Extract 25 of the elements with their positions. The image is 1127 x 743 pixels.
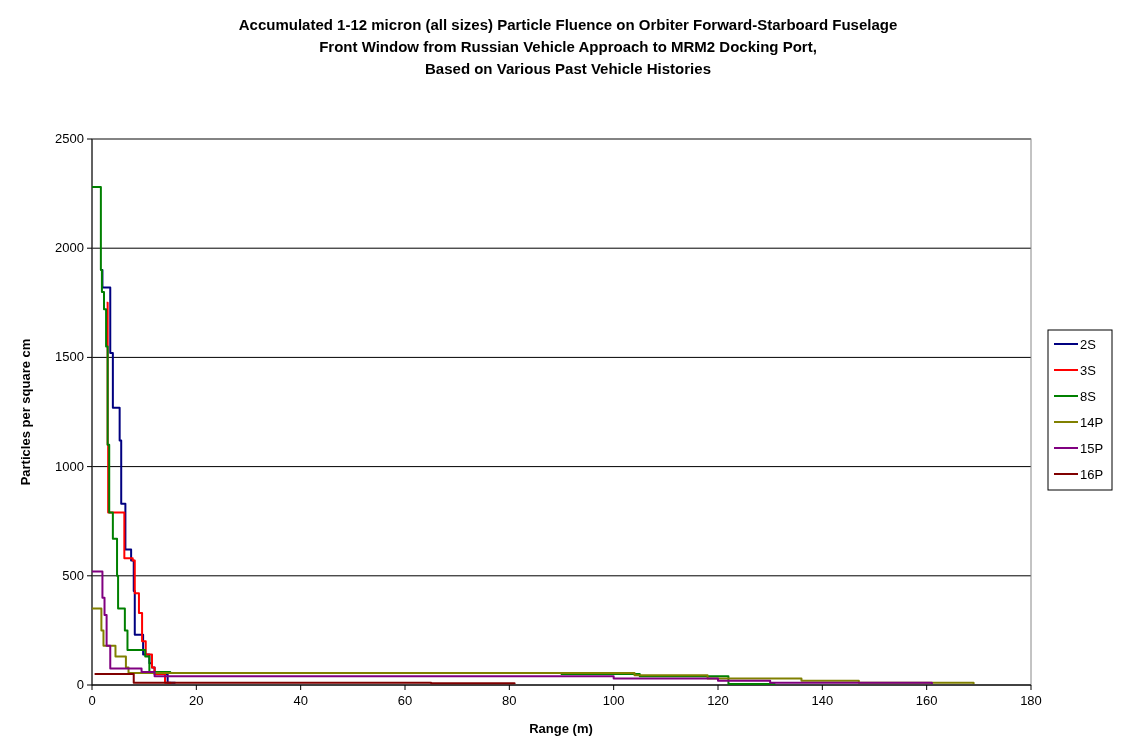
y-tick-label: 2000 xyxy=(55,240,84,256)
legend-label: 14P xyxy=(1080,415,1104,430)
x-tick-label: 0 xyxy=(88,693,96,708)
y-tick-label: 2500 xyxy=(55,131,84,146)
x-tick-label: 160 xyxy=(915,693,938,708)
chart-title: Accumulated 1-12 micron (all sizes) Particle Fluence on Orbiter Forward-Starboard Fuselage Front Window from Russian Vehicle Approach to MRM2 Docking Port, Based on Various Past Vehicle Histories xyxy=(238,16,898,77)
x-tick-label: 100 xyxy=(602,693,625,708)
x-axis-title: Range (m) xyxy=(529,721,593,736)
y-tick-label: 0 xyxy=(76,677,84,692)
legend-label: 2S xyxy=(1080,337,1097,352)
legend-label: 15P xyxy=(1080,441,1104,456)
x-tick-label: 180 xyxy=(1020,693,1042,708)
legend-label: 3S xyxy=(1080,363,1097,378)
y-tick-label: 1500 xyxy=(55,349,84,365)
y-tick-label: 1000 xyxy=(55,458,84,474)
x-tick-label: 140 xyxy=(811,693,834,708)
legend-label: 8S xyxy=(1080,389,1097,404)
x-tick-label: 120 xyxy=(707,693,729,708)
x-tick-label: 60 xyxy=(397,693,413,708)
y-tick-label: 500 xyxy=(62,567,84,583)
legend-label: 16P xyxy=(1080,467,1104,482)
x-tick-label: 20 xyxy=(189,693,204,708)
y-axis-title: Particles per square cm xyxy=(18,338,33,486)
x-tick-label: 80 xyxy=(502,693,517,708)
x-tick-label: 40 xyxy=(293,693,308,708)
